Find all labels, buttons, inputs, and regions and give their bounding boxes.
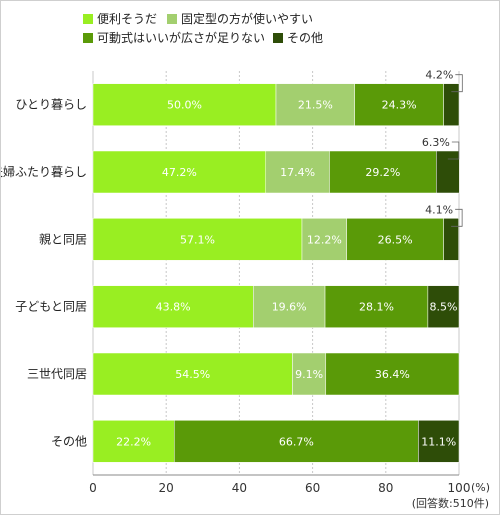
legend-swatch — [273, 33, 283, 43]
gridlines — [92, 71, 460, 475]
legend-label: 固定型の方が使いやすい — [181, 11, 313, 26]
bar-value-label: 9.1% — [295, 368, 323, 381]
x-tick-label: 40 — [232, 481, 247, 495]
response-count-note: (回答数:510件) — [412, 496, 489, 510]
category-label: 夫婦ふたり暮らし — [1, 164, 87, 179]
bar-segment — [292, 352, 327, 396]
category-label: 子どもと同居 — [15, 300, 87, 314]
category-label: 親と同居 — [39, 232, 87, 246]
legend-swatch — [83, 14, 93, 24]
bar-segment — [92, 218, 303, 261]
bar-value-label: 12.2% — [307, 233, 342, 246]
bar-segment — [354, 83, 444, 126]
bar-value-label: 26.5% — [378, 233, 413, 246]
legend-label: 可動式はいいが広さが足りない — [97, 30, 265, 45]
bar-value-label: 47.2% — [162, 166, 197, 179]
legend-label: その他 — [287, 31, 323, 45]
bar-segment — [92, 150, 267, 194]
bar-segment — [324, 285, 429, 328]
x-tick-label: 20 — [159, 481, 174, 495]
x-tick-label: 80 — [378, 481, 393, 495]
category-label: 三世代同居 — [27, 367, 87, 381]
x-tick-label: 0 — [89, 481, 97, 495]
bar-value-label: 54.5% — [175, 368, 210, 381]
bar-value-label: 11.1% — [421, 435, 456, 448]
bar-segment — [174, 420, 419, 463]
x-tick-label: 100 — [448, 481, 471, 495]
bar-value-label: 4.2% — [425, 69, 453, 82]
bar-value-label: 36.4% — [375, 368, 410, 381]
bars: 50.0% 21.5% 24.3% 4.2% 47.2% 17.4% 29.2% 6.3% 57… — [92, 69, 463, 463]
bar-segment — [92, 285, 254, 328]
x-axis: 0 20 40 60 80 100 (%) (回答数:510件) — [89, 474, 490, 510]
bar-segment — [301, 218, 347, 261]
bar-value-label: 17.4% — [280, 166, 315, 179]
bar-value-label: 28.1% — [359, 301, 394, 314]
bar-segment — [253, 285, 326, 328]
bar-segment — [265, 150, 330, 194]
bar-value-label: 24.3% — [382, 99, 417, 112]
bar-value-label: 50.0% — [167, 99, 202, 112]
bar-value-label: 22.2% — [116, 435, 151, 448]
bar-segment — [427, 285, 460, 328]
bar-value-label: 57.1% — [180, 233, 215, 246]
x-unit-label: (%) — [471, 481, 490, 494]
bar-segment — [325, 352, 460, 396]
category-labels: ひとり暮らし夫婦ふたり暮らし親と同居子どもと同居三世代同居その他 — [1, 98, 87, 449]
bar-segment — [418, 420, 460, 463]
legend-swatch — [167, 14, 177, 24]
bar-value-label: 8.5% — [429, 301, 457, 314]
bar-value-label: 29.2% — [365, 166, 400, 179]
callout-line — [451, 74, 463, 93]
bar-segment — [92, 83, 277, 126]
bar-value-label: 4.1% — [425, 203, 453, 216]
legend-swatch — [83, 33, 93, 43]
bar-value-label: 6.3% — [422, 136, 450, 149]
bar-value-label: 19.6% — [272, 301, 307, 314]
category-label: ひとり暮らし — [15, 98, 87, 112]
bar-segment — [443, 218, 459, 261]
bar-segment — [443, 83, 460, 126]
bar-value-label: 21.5% — [298, 99, 333, 112]
category-label: その他 — [51, 434, 87, 448]
bar-segment — [329, 150, 437, 194]
callout-line — [447, 141, 460, 160]
legend-label: 便利そうだ — [97, 12, 157, 26]
bar-segment — [436, 150, 460, 194]
bar-value-label: 43.8% — [156, 301, 191, 314]
bar-segment — [92, 352, 293, 396]
x-tick-label: 60 — [305, 481, 320, 495]
callout-line — [451, 208, 463, 227]
bar-value-label: 66.7% — [279, 435, 314, 448]
bar-segment — [92, 420, 175, 463]
